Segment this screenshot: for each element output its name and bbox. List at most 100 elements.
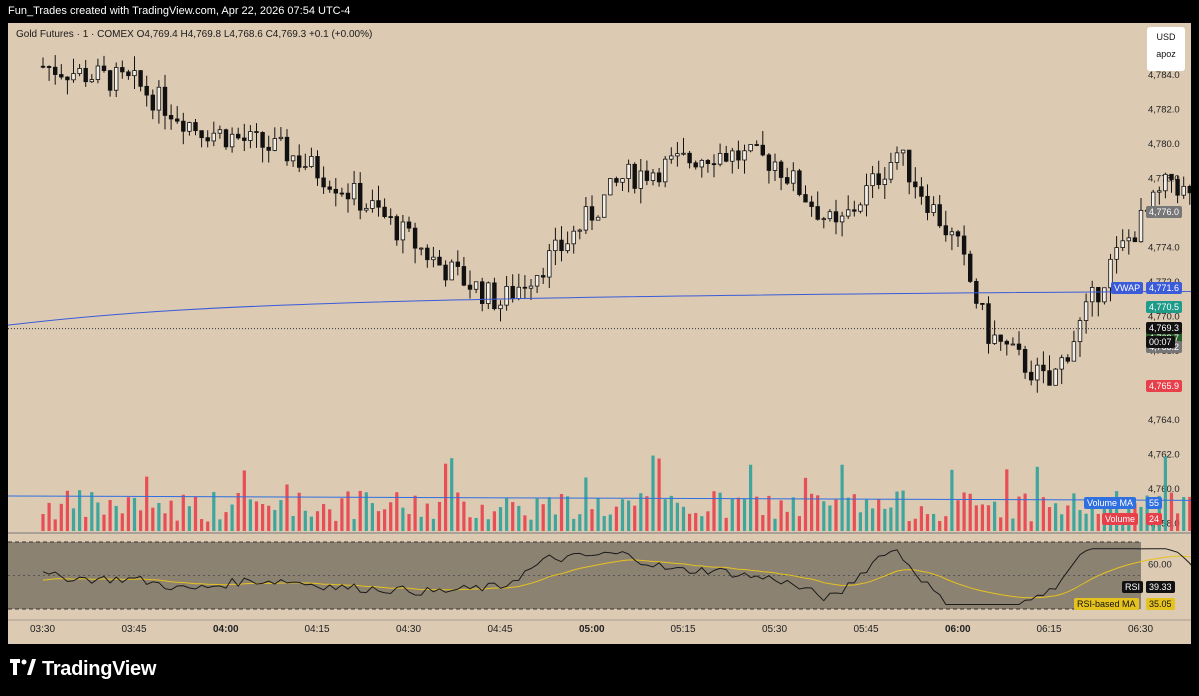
candle-up	[620, 178, 625, 183]
volume-bar	[675, 502, 679, 531]
volume-bar	[181, 494, 185, 531]
volume-bar	[383, 509, 387, 531]
candle-down	[803, 194, 808, 203]
candle-up	[1059, 357, 1064, 370]
candle-up	[888, 162, 894, 180]
volume-bar	[883, 508, 887, 531]
tradingview-logo[interactable]: TradingView	[10, 658, 156, 681]
volume-bar	[511, 502, 515, 531]
volume-bar	[913, 518, 917, 531]
chart-canvas[interactable]: 4,784.04,782.04,780.04,778.04,776.04,774…	[8, 23, 1191, 644]
volume-bar	[779, 500, 783, 531]
volume-bar	[669, 495, 673, 531]
current-price-tag[interactable]: 4,769.3	[1146, 321, 1183, 334]
rsi-line	[42, 548, 1191, 605]
candle-down	[59, 74, 64, 78]
candle-up	[504, 286, 509, 306]
volume-bar	[919, 506, 923, 531]
candle-up	[1114, 247, 1119, 260]
volume-bar	[645, 496, 649, 531]
volume-bar	[267, 505, 271, 531]
candle-down	[919, 186, 924, 197]
symbol-info[interactable]: Gold Futures · 1 · COMEX O4,769.4 H4,769…	[16, 29, 373, 40]
volume-bar	[736, 497, 740, 531]
volume-bar	[688, 513, 692, 531]
candle-down	[181, 120, 186, 132]
volume-bar	[352, 519, 356, 531]
candle-up	[229, 133, 235, 148]
candle-up	[449, 261, 454, 281]
volume-bar	[273, 509, 277, 531]
volume-ma-legend-label[interactable]: Volume MA	[1084, 497, 1137, 509]
candle-up	[791, 170, 796, 184]
volume-bar	[328, 509, 332, 531]
rsi-legend-label[interactable]: RSI	[1122, 581, 1144, 594]
candle-up	[400, 221, 406, 241]
volume-legend-label[interactable]: Volume	[1102, 513, 1139, 525]
rsi-legend-value[interactable]: 39.33	[1146, 581, 1175, 594]
chart-area[interactable]: 4,784.04,782.04,780.04,778.04,776.04,774…	[8, 23, 1191, 644]
candle-down	[333, 188, 338, 194]
candle-up	[431, 256, 436, 261]
candle-down	[559, 239, 564, 252]
bar-countdown-tag[interactable]: 00:07	[1146, 335, 1175, 348]
volume-bar	[1005, 469, 1009, 531]
candle-up	[565, 243, 570, 252]
price-tag[interactable]: 4,770.5	[1146, 300, 1183, 313]
volume-bar	[401, 507, 405, 531]
time-tick-label: 05:15	[671, 624, 696, 635]
volume-bar	[175, 520, 179, 531]
time-tick-label: 04:15	[305, 624, 330, 635]
volume-bar	[279, 500, 283, 531]
volume-bar	[41, 514, 45, 531]
candle-down	[1047, 370, 1052, 386]
candle-down	[321, 177, 326, 188]
candle-down	[235, 133, 241, 139]
volume-bar	[877, 499, 881, 531]
volume-bar	[864, 499, 869, 531]
volume-bar	[822, 501, 826, 531]
vwap-value-tag[interactable]: 4,771.6	[1146, 281, 1183, 294]
volume-bar	[212, 491, 216, 531]
candle-up	[1126, 237, 1131, 242]
vwap-label-tag[interactable]: VWAP	[1111, 281, 1144, 294]
candle-up	[248, 131, 253, 141]
candle-up	[931, 204, 936, 213]
volume-bar	[1163, 456, 1167, 531]
volume-legend-value[interactable]: 24	[1146, 513, 1163, 525]
volume-bar	[413, 495, 417, 531]
price-tag[interactable]: 4,765.9	[1146, 380, 1183, 393]
tradingview-brand: TradingView	[42, 658, 157, 680]
candle-up	[595, 216, 601, 221]
volume-bar	[242, 470, 246, 531]
candle-down	[46, 66, 52, 68]
candle-down	[1016, 343, 1022, 350]
volume-bar	[602, 515, 606, 531]
volume-bar	[627, 500, 631, 531]
price-tick-label: 4,780.0	[1148, 139, 1180, 150]
rsi-ma-legend-value[interactable]: 35.05	[1146, 598, 1175, 611]
tradingview-mark-icon	[10, 658, 36, 681]
candle-down	[876, 173, 881, 186]
volume-bar	[993, 501, 997, 531]
candle-up	[717, 152, 723, 165]
volume-bar	[492, 511, 496, 531]
volume-ma-legend-value[interactable]: 55	[1146, 497, 1163, 509]
candle-up	[882, 178, 887, 186]
volume-bar	[346, 491, 350, 531]
candle-down	[296, 155, 302, 168]
volume-bar	[163, 513, 167, 531]
candle-down	[925, 195, 930, 213]
candle-down	[266, 146, 271, 151]
candle-up	[1163, 173, 1168, 192]
volume-bar	[535, 498, 539, 531]
candle-down	[345, 192, 351, 200]
candle-up	[290, 155, 296, 162]
volume-bar	[474, 517, 478, 531]
price-tag[interactable]: 4,776.0	[1146, 205, 1183, 218]
candle-up	[675, 153, 680, 157]
currency-unit-box[interactable]: USD apoz	[1147, 27, 1185, 71]
vwap-line	[8, 290, 1191, 326]
rsi-ma-legend-label[interactable]: RSI-based MA	[1074, 598, 1139, 611]
volume-bar	[1176, 513, 1180, 531]
